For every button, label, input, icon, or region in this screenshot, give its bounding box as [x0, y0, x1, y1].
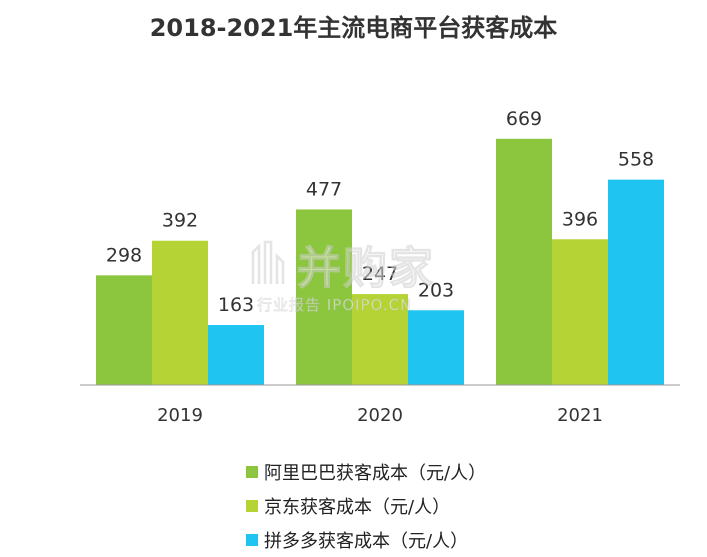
bar-2019-series-0: [96, 275, 152, 385]
data-label: 558: [618, 149, 654, 171]
data-label: 392: [162, 210, 198, 232]
legend-item-jd: 京东获客成本（元/人）: [246, 489, 486, 523]
legend-swatch: [246, 466, 258, 478]
bar-2021-series-1: [552, 239, 608, 385]
labels-layer: 298 392 163 2019 477 247 203 2020 669 396 558 2021: [106, 108, 654, 426]
bar-2020-series-1: [352, 294, 408, 385]
legend-label: 京东获客成本（元/人）: [264, 497, 451, 518]
data-label: 163: [218, 294, 254, 316]
legend-label: 拼多多获客成本（元/人）: [264, 531, 469, 552]
bar-2021-series-0: [496, 138, 552, 385]
data-label: 247: [362, 263, 398, 285]
data-label: 396: [562, 208, 598, 230]
legend-item-pinduoduo: 拼多多获客成本（元/人）: [246, 523, 486, 557]
legend-item-alibaba: 阿里巴巴获客成本（元/人）: [246, 455, 486, 489]
legend-swatch: [246, 534, 258, 546]
x-tick-label: 2019: [157, 405, 203, 426]
legend-label: 阿里巴巴获客成本（元/人）: [264, 463, 487, 484]
bar-2020-series-0: [296, 209, 352, 385]
bar-2019-series-1: [152, 240, 208, 385]
legend-swatch: [246, 500, 258, 512]
data-label: 203: [418, 279, 454, 301]
data-label: 669: [506, 108, 542, 130]
bars-layer: [96, 138, 664, 385]
bar-2019-series-2: [208, 325, 264, 385]
bar-2020-series-2: [408, 310, 464, 385]
data-label: 477: [306, 178, 342, 200]
chart-title: 2018-2021年主流电商平台获客成本: [149, 14, 558, 42]
data-label: 298: [106, 244, 142, 266]
x-tick-label: 2020: [357, 405, 403, 426]
bar-2021-series-2: [608, 179, 664, 385]
legend: 阿里巴巴获客成本（元/人） 京东获客成本（元/人） 拼多多获客成本（元/人）: [246, 455, 486, 557]
x-tick-label: 2021: [557, 405, 603, 426]
